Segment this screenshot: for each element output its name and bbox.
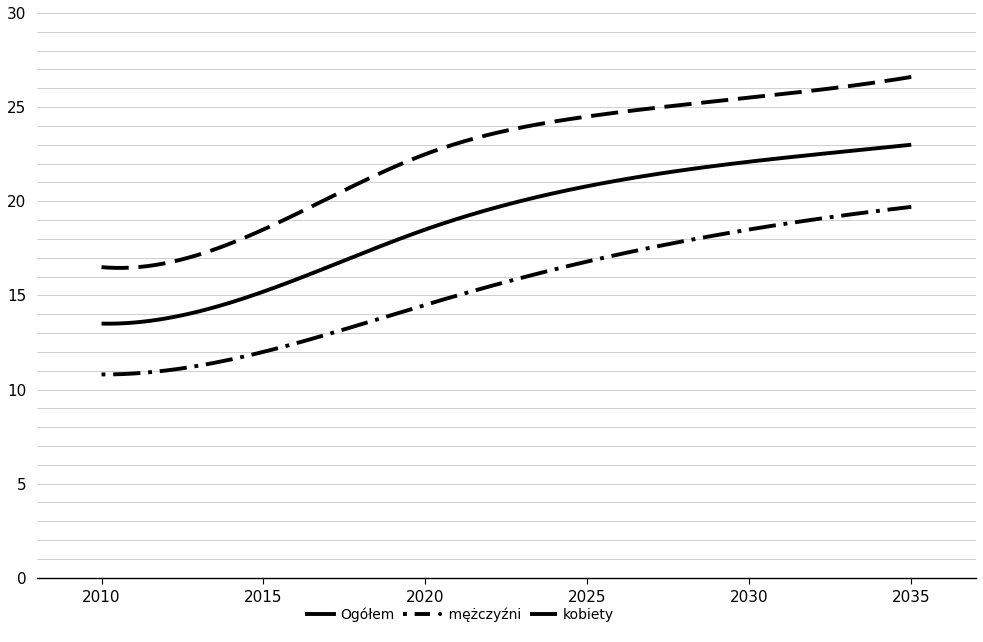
Legend: Ogółem, • mężczyźni, kobiety: Ogółem, • mężczyźni, kobiety <box>307 607 614 622</box>
